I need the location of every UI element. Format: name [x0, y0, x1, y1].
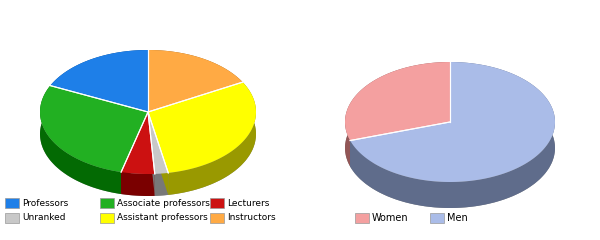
Polygon shape: [121, 112, 155, 174]
Text: Men: Men: [447, 213, 468, 223]
Polygon shape: [148, 112, 155, 196]
FancyBboxPatch shape: [100, 213, 114, 223]
Polygon shape: [50, 50, 148, 108]
FancyBboxPatch shape: [5, 213, 19, 223]
Polygon shape: [350, 62, 555, 208]
Text: Associate professors: Associate professors: [117, 198, 210, 208]
Polygon shape: [345, 62, 450, 167]
Polygon shape: [148, 112, 168, 195]
FancyBboxPatch shape: [5, 198, 19, 208]
Polygon shape: [148, 82, 242, 134]
Text: Professors: Professors: [22, 198, 68, 208]
Polygon shape: [148, 112, 168, 174]
Polygon shape: [148, 50, 242, 104]
Polygon shape: [148, 82, 256, 173]
FancyBboxPatch shape: [430, 213, 444, 223]
Ellipse shape: [40, 72, 256, 196]
Polygon shape: [148, 82, 242, 134]
Polygon shape: [350, 122, 450, 167]
Text: Unranked: Unranked: [22, 214, 65, 222]
Text: Lecturers: Lecturers: [227, 198, 269, 208]
FancyBboxPatch shape: [210, 213, 224, 223]
Polygon shape: [121, 112, 148, 194]
Polygon shape: [50, 50, 148, 112]
Polygon shape: [350, 122, 450, 167]
Polygon shape: [148, 112, 155, 196]
Polygon shape: [168, 82, 256, 195]
FancyBboxPatch shape: [355, 213, 369, 223]
Polygon shape: [50, 86, 148, 134]
Text: Instructors: Instructors: [227, 214, 275, 222]
Polygon shape: [40, 86, 148, 172]
Polygon shape: [50, 86, 148, 134]
Polygon shape: [148, 50, 242, 112]
Polygon shape: [148, 112, 168, 195]
Ellipse shape: [345, 88, 555, 208]
FancyBboxPatch shape: [210, 198, 224, 208]
Polygon shape: [350, 62, 555, 182]
Text: Assistant professors: Assistant professors: [117, 214, 208, 222]
FancyBboxPatch shape: [100, 198, 114, 208]
Polygon shape: [121, 172, 155, 196]
Polygon shape: [155, 173, 168, 196]
Text: Women: Women: [372, 213, 409, 223]
Polygon shape: [121, 112, 148, 194]
Polygon shape: [345, 62, 450, 141]
Polygon shape: [40, 86, 121, 194]
